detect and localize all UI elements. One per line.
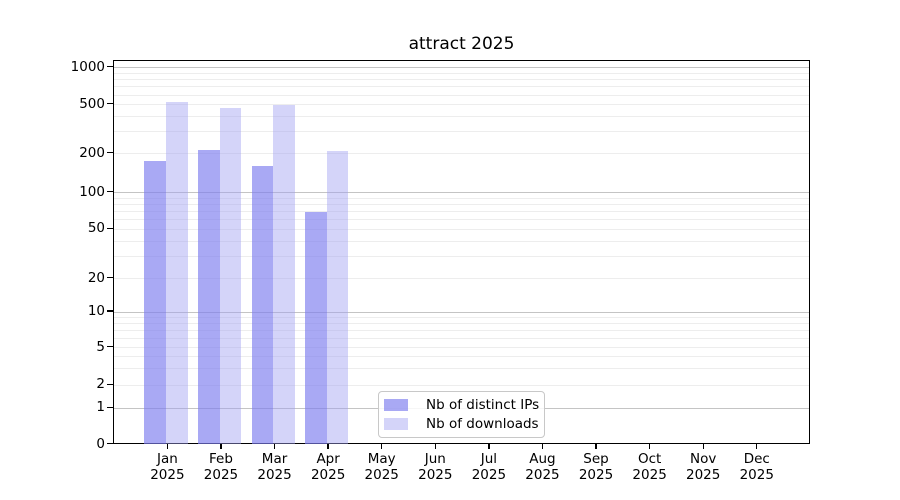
x-tick-mark [220, 444, 222, 450]
gridline-minor [114, 347, 809, 349]
legend-swatch-distinct-ips [384, 399, 408, 411]
x-tick-mark [327, 444, 329, 450]
x-tick-mark [595, 444, 597, 450]
x-tick-label-apr: Apr 2025 [310, 451, 346, 483]
gridline-minor [114, 368, 809, 370]
x-tick-mark [434, 444, 436, 450]
gridline-minor [114, 228, 809, 230]
legend-item-distinct-ips: Nb of distinct IPs [384, 397, 544, 413]
y-tick-label: 1 [96, 399, 105, 416]
x-tick-label-jan: Jan 2025 [150, 451, 185, 483]
legend-item-downloads: Nb of downloads [384, 416, 544, 432]
gridline-minor [114, 384, 809, 386]
gridline-minor [114, 356, 809, 358]
x-tick-mark [648, 444, 651, 450]
gridline-major [114, 311, 809, 313]
bar-downloads-jan [166, 101, 188, 445]
gridline-minor [114, 86, 809, 88]
y-tick-label: 100 [79, 183, 105, 200]
x-tick-mark [273, 444, 276, 450]
y-tick-mark [106, 346, 113, 348]
bar-distinct-ips-feb [197, 149, 220, 445]
gridline-minor [114, 104, 809, 106]
y-tick-mark [106, 406, 113, 408]
gridline-minor [114, 116, 809, 118]
x-tick-label-nov: Nov 2025 [686, 451, 721, 483]
x-tick-label-oct: Oct 2025 [632, 451, 667, 483]
x-tick-mark [381, 444, 383, 450]
y-tick-mark [106, 103, 113, 105]
x-tick-label-jul: Jul 2025 [471, 451, 507, 483]
gridline-minor [114, 197, 809, 199]
bar-downloads-mar [273, 104, 295, 445]
gridline-minor [114, 131, 809, 133]
legend-label-downloads: Nb of downloads [426, 416, 539, 432]
x-tick-label-feb: Feb 2025 [203, 451, 239, 483]
bar-distinct-ips-apr [305, 212, 327, 445]
x-tick-mark [166, 444, 169, 450]
gridline-minor [114, 79, 809, 81]
gridline-minor [114, 329, 809, 331]
gridline-minor [114, 278, 809, 280]
chart-title: attract 2025 [408, 34, 515, 54]
bar-distinct-ips-mar [251, 166, 274, 445]
x-tick-mark [541, 444, 544, 450]
x-tick-mark [756, 444, 758, 450]
bar-distinct-ips-jan [144, 161, 166, 445]
gridline-minor [114, 240, 809, 242]
x-tick-mark [702, 444, 704, 450]
x-tick-label-dec: Dec 2025 [739, 451, 774, 483]
gridline-minor [114, 337, 809, 339]
y-tick-label: 500 [79, 95, 105, 112]
x-tick-label-sep: Sep 2025 [578, 451, 614, 483]
gridline-minor [114, 322, 809, 324]
y-tick-label: 10 [87, 303, 105, 319]
x-tick-mark [488, 444, 490, 450]
gridline-minor [114, 72, 809, 74]
y-tick-label: 2 [96, 376, 105, 393]
gridline-minor [114, 219, 809, 221]
y-tick-mark [106, 190, 113, 193]
legend-swatch-downloads [384, 418, 408, 430]
gridline-minor [114, 256, 809, 258]
y-tick-mark [106, 442, 113, 445]
gridline-minor [114, 94, 809, 96]
y-tick-mark [106, 227, 113, 229]
y-tick-mark [106, 277, 113, 279]
x-tick-label-mar: Mar 2025 [257, 451, 292, 483]
y-tick-label: 0 [96, 435, 105, 452]
x-tick-label-may: May 2025 [364, 451, 399, 483]
bar-downloads-feb [219, 108, 242, 445]
x-tick-label-jun: Jun 2025 [418, 451, 453, 483]
gridline-minor [114, 210, 809, 212]
legend-label-distinct-ips: Nb of distinct IPs [426, 397, 540, 413]
y-tick-label: 5 [96, 338, 105, 355]
y-tick-label: 20 [87, 269, 105, 286]
x-tick-label-aug: Aug 2025 [525, 451, 560, 483]
y-tick-label: 200 [79, 144, 105, 161]
gridline-minor [114, 153, 809, 154]
gridline-minor [114, 316, 809, 318]
y-tick-mark [106, 151, 113, 154]
y-tick-label: 50 [87, 220, 105, 237]
plot-area [113, 59, 810, 445]
y-tick-mark [106, 66, 113, 68]
bar-downloads-apr [326, 151, 349, 445]
gridline-major [114, 67, 809, 69]
gridline-minor [114, 203, 809, 205]
legend: Nb of distinct IPs Nb of downloads [378, 391, 545, 438]
y-tick-mark [106, 310, 113, 312]
y-tick-label: 1000 [70, 58, 105, 75]
y-tick-mark [106, 383, 113, 385]
gridline-major [114, 192, 809, 193]
